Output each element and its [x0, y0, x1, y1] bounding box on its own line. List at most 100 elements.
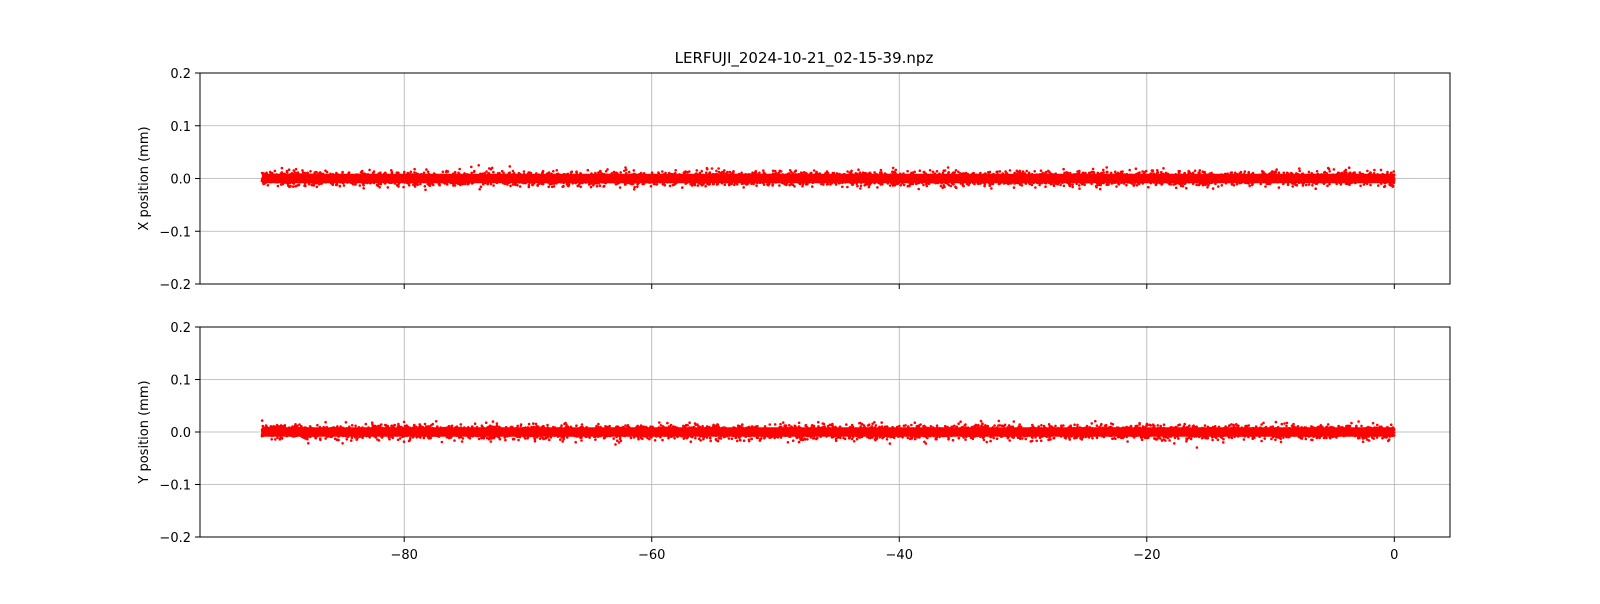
scatter-point	[932, 171, 935, 174]
scatter-point	[1258, 180, 1261, 183]
scatter-point	[633, 169, 636, 172]
scatter-point	[1289, 174, 1292, 177]
scatter-point	[1002, 175, 1005, 178]
scatter-point	[1048, 177, 1051, 180]
scatter-point	[1170, 174, 1173, 177]
scatter-point	[650, 174, 653, 177]
scatter-point	[1016, 170, 1019, 173]
scatter-point	[1386, 179, 1389, 182]
scatter-point	[1354, 176, 1357, 179]
scatter-point	[1045, 181, 1048, 184]
scatter-point	[957, 171, 960, 174]
scatter-point	[649, 181, 652, 184]
scatter-point	[962, 185, 965, 188]
scatter-point	[587, 175, 590, 178]
scatter-point	[1130, 174, 1133, 177]
scatter-point	[791, 176, 794, 179]
scatter-point	[1156, 175, 1159, 178]
scatter-point	[1278, 177, 1281, 180]
scatter-point	[780, 180, 783, 183]
scatter-point	[1075, 182, 1078, 185]
scatter-point	[813, 169, 816, 172]
scatter-point	[390, 178, 393, 181]
scatter-point	[464, 176, 467, 179]
scatter-point	[327, 176, 330, 179]
scatter-point	[844, 181, 847, 184]
scatter-point	[552, 170, 555, 173]
scatter-point	[306, 172, 309, 175]
scatter-point	[788, 176, 791, 179]
scatter-point	[835, 183, 838, 186]
scatter-point	[409, 181, 412, 184]
scatter-point	[476, 176, 479, 179]
scatter-point	[599, 184, 602, 187]
scatter-point	[1336, 177, 1339, 180]
scatter-point	[1386, 171, 1389, 174]
scatter-point	[740, 172, 743, 175]
scatter-point	[931, 180, 934, 183]
scatter-point	[1143, 178, 1146, 181]
scatter-point	[643, 172, 646, 175]
scatter-point	[1349, 179, 1352, 182]
scatter-point	[1380, 182, 1383, 185]
scatter-point	[336, 177, 339, 180]
scatter-point	[572, 182, 575, 185]
scatter-point	[1373, 172, 1376, 175]
scatter-point	[1268, 181, 1271, 184]
scatter-point	[1125, 184, 1128, 187]
scatter-point	[619, 177, 622, 180]
scatter-point	[1184, 174, 1187, 177]
scatter-point	[1128, 169, 1131, 172]
scatter-point	[1169, 177, 1172, 180]
scatter-point	[533, 178, 536, 181]
scatter-point	[1204, 183, 1207, 186]
scatter-point	[705, 171, 708, 174]
scatter-point	[385, 178, 388, 181]
scatter-point	[343, 184, 346, 187]
scatter-point	[287, 185, 290, 188]
scatter-point	[1264, 185, 1267, 188]
scatter-point	[274, 170, 277, 173]
scatter-point	[541, 172, 544, 175]
scatter-point	[304, 185, 307, 188]
scatter-point	[1175, 174, 1178, 177]
scatter-point	[924, 177, 927, 180]
scatter-point	[1374, 176, 1377, 179]
scatter-point	[666, 174, 669, 177]
scatter-point	[752, 183, 755, 186]
scatter-point	[1044, 171, 1047, 174]
scatter-point	[628, 171, 631, 174]
scatter-point	[644, 180, 647, 183]
scatter-point	[572, 176, 575, 179]
scatter-point	[614, 182, 617, 185]
scatter-point	[416, 183, 419, 186]
scatter-point	[283, 173, 286, 176]
scatter-point	[765, 179, 768, 182]
scatter-point	[1175, 177, 1178, 180]
scatter-point	[459, 174, 462, 177]
scatter-point	[683, 172, 686, 175]
scatter-point	[1123, 182, 1126, 185]
scatter-point	[999, 170, 1002, 173]
scatter-point	[519, 185, 522, 188]
scatter-point	[1231, 175, 1234, 178]
scatter-point	[458, 168, 461, 171]
scatter-point	[262, 183, 265, 186]
scatter-point	[1387, 176, 1390, 179]
scatter-point	[755, 184, 758, 187]
scatter-point	[1068, 183, 1071, 186]
scatter-point	[424, 189, 427, 192]
scatter-point	[1298, 167, 1301, 170]
scatter-point	[1076, 178, 1079, 181]
scatter-point	[1206, 177, 1209, 180]
scatter-point	[856, 185, 859, 188]
scatter-point	[704, 185, 707, 188]
scatter-point	[716, 173, 719, 176]
scatter-point	[1195, 184, 1198, 187]
scatter-point	[1071, 186, 1074, 189]
scatter-point	[546, 179, 549, 182]
scatter-point	[525, 174, 528, 177]
scatter-point	[902, 175, 905, 178]
scatter-point	[592, 175, 595, 178]
